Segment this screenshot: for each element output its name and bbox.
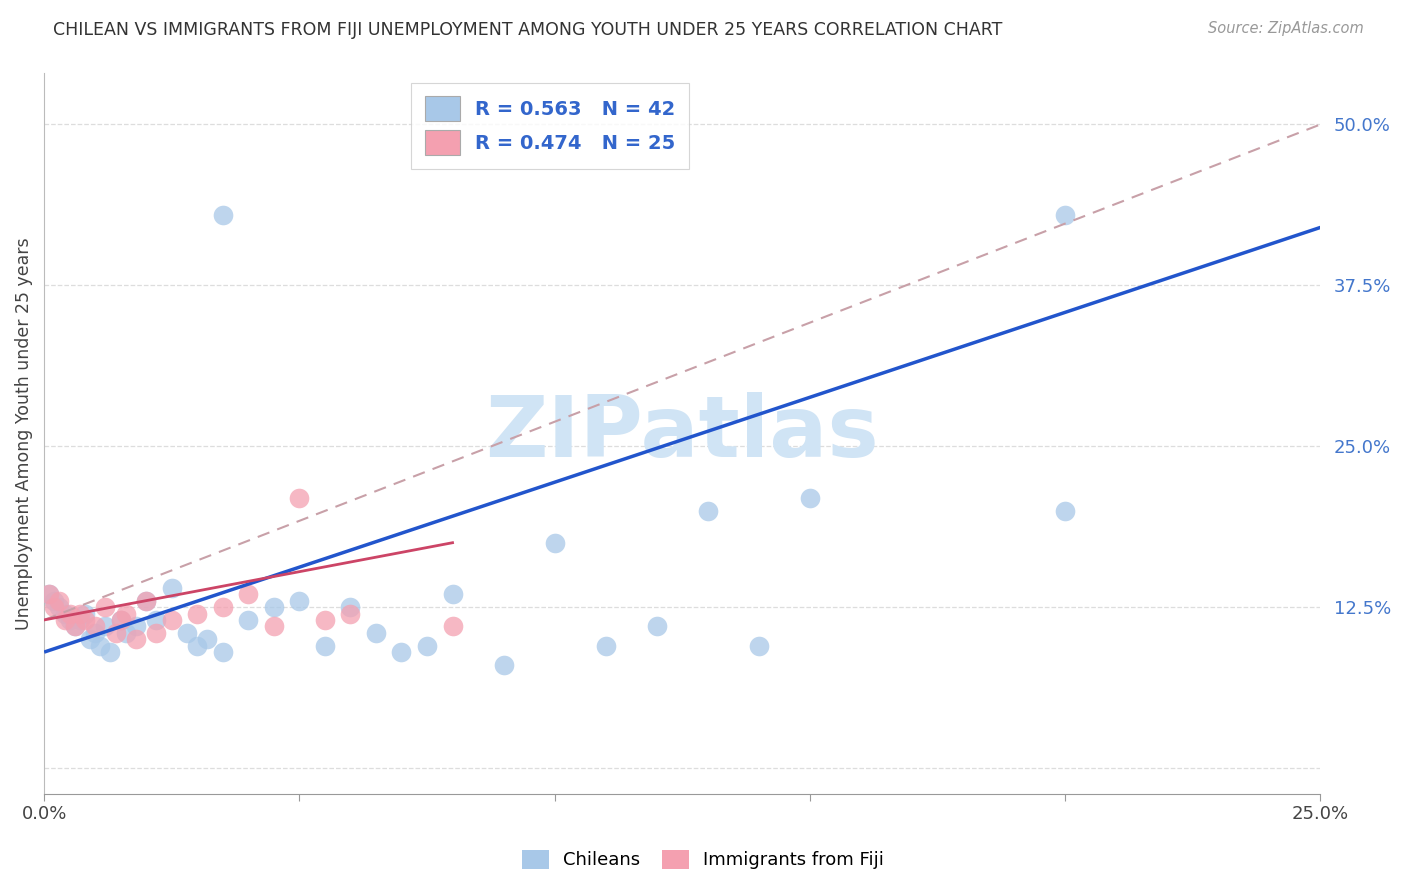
Text: CHILEAN VS IMMIGRANTS FROM FIJI UNEMPLOYMENT AMONG YOUTH UNDER 25 YEARS CORRELAT: CHILEAN VS IMMIGRANTS FROM FIJI UNEMPLOY… [53, 21, 1002, 39]
Point [441, 587, 464, 601]
Point [100, 645, 122, 659]
Point [79, 632, 101, 647]
Point [135, 593, 157, 607]
Point [94, 619, 117, 633]
Point [238, 613, 260, 627]
Point [53, 613, 76, 627]
Point [94, 600, 117, 615]
Point [441, 619, 464, 633]
Point [1054, 208, 1077, 222]
Legend: R = 0.563   N = 42, R = 0.474   N = 25: R = 0.563 N = 42, R = 0.474 N = 25 [411, 83, 689, 169]
Point [59, 607, 82, 621]
Point [391, 645, 413, 659]
Text: ZIPatlas: ZIPatlas [485, 392, 879, 475]
Point [125, 632, 148, 647]
Point [211, 600, 233, 615]
Point [59, 613, 82, 627]
Point [110, 613, 132, 627]
Point [595, 639, 617, 653]
Point [314, 613, 336, 627]
Point [84, 625, 107, 640]
Point [145, 613, 167, 627]
Point [492, 657, 515, 672]
Point [416, 639, 439, 653]
Point [38, 587, 60, 601]
Point [73, 613, 96, 627]
Point [197, 632, 219, 647]
Point [263, 600, 285, 615]
Point [238, 587, 260, 601]
Point [799, 491, 821, 505]
Point [44, 593, 66, 607]
Point [186, 639, 208, 653]
Point [176, 625, 198, 640]
Point [145, 625, 167, 640]
Point [114, 607, 136, 621]
Point [263, 619, 285, 633]
Point [63, 619, 86, 633]
Point [339, 600, 361, 615]
Point [288, 593, 311, 607]
Point [73, 607, 96, 621]
Point [211, 208, 233, 222]
Point [288, 491, 311, 505]
Point [63, 619, 86, 633]
Point [135, 593, 157, 607]
Point [69, 613, 91, 627]
Point [53, 607, 76, 621]
Point [104, 625, 127, 640]
Point [84, 619, 107, 633]
Point [339, 607, 361, 621]
Legend: Chileans, Immigrants from Fiji: Chileans, Immigrants from Fiji [513, 841, 893, 879]
Point [38, 587, 60, 601]
Point [696, 503, 718, 517]
Point [110, 613, 132, 627]
Point [1054, 503, 1077, 517]
Y-axis label: Unemployment Among Youth under 25 years: Unemployment Among Youth under 25 years [15, 237, 32, 630]
Point [160, 613, 183, 627]
Point [748, 639, 770, 653]
Point [211, 645, 233, 659]
Point [89, 639, 111, 653]
Point [160, 581, 183, 595]
Point [69, 607, 91, 621]
Text: Source: ZipAtlas.com: Source: ZipAtlas.com [1208, 21, 1364, 37]
Point [48, 593, 70, 607]
Point [114, 625, 136, 640]
Point [645, 619, 668, 633]
Point [314, 639, 336, 653]
Point [186, 607, 208, 621]
Point [48, 600, 70, 615]
Point [125, 619, 148, 633]
Point [543, 535, 565, 549]
Point [364, 625, 387, 640]
Point [44, 600, 66, 615]
